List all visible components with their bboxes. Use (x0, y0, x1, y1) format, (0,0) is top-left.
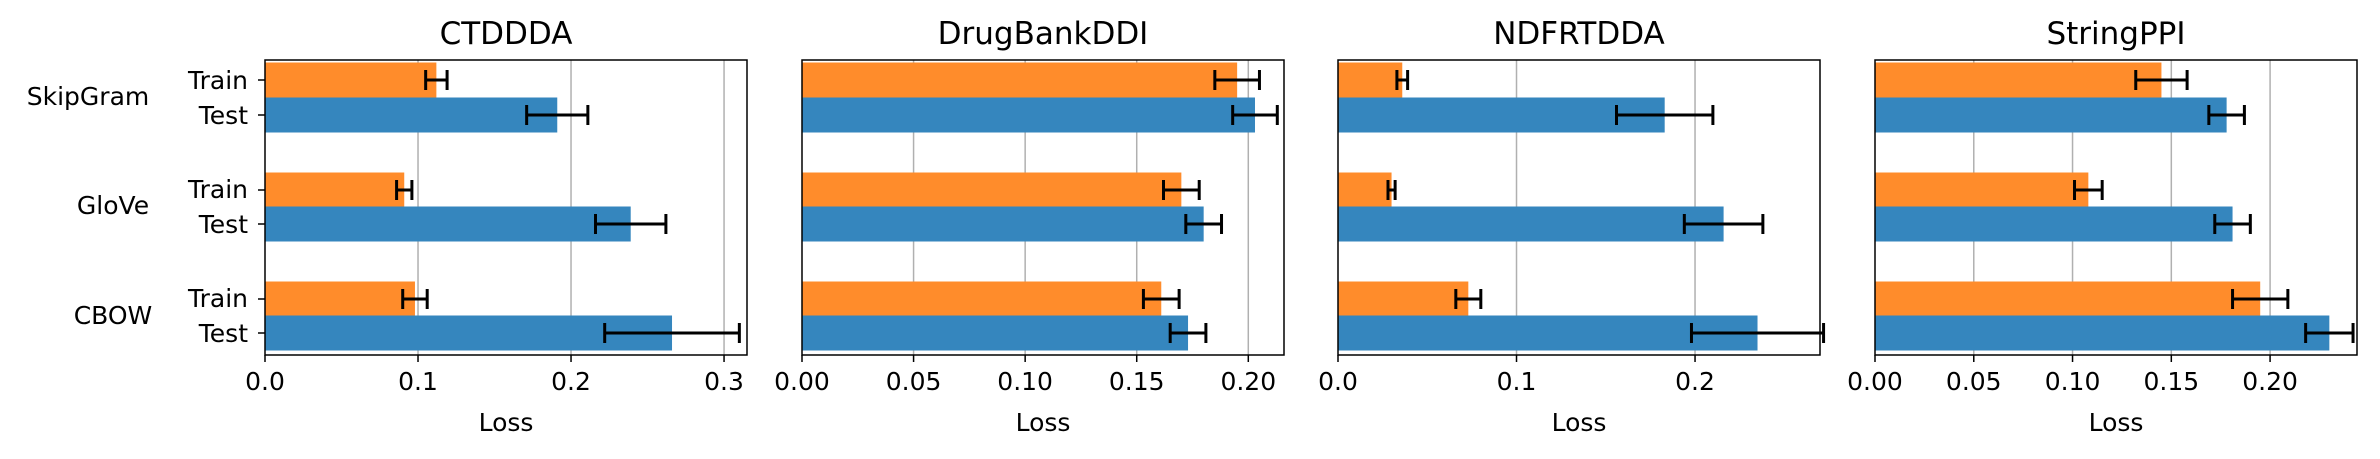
x-tick-label: 0.05 (886, 367, 942, 396)
x-tick-label: 0.0 (245, 367, 285, 396)
panel-ndfrtdda: 0.0 0.1 0.2 NDFRTDDA Loss (1318, 16, 1826, 437)
error-bar (1162, 180, 1201, 200)
x-axis-label: Loss (2089, 408, 2144, 437)
bar-test-skipgram (1338, 97, 1665, 133)
error-bar (1386, 180, 1397, 200)
error-bar (1689, 323, 1826, 343)
row-label-test: Test (198, 210, 248, 239)
x-tick-label: 0.10 (2045, 367, 2101, 396)
x-tick-label: 0.2 (551, 367, 591, 396)
row-label-train: Train (187, 66, 248, 95)
bar-train-cbow (1338, 281, 1469, 317)
bar-train-skipgram (1875, 62, 2162, 98)
bar-test-glove (802, 206, 1204, 242)
error-bar (1682, 214, 1765, 234)
error-bar (2073, 180, 2104, 200)
x-tick-label: 0.1 (1497, 367, 1537, 396)
chart-title: StringPPI (2046, 16, 2185, 52)
x-tick-label: 0.20 (2242, 367, 2298, 396)
x-tick-label: 0.05 (1946, 367, 2002, 396)
x-axis-label: Loss (1552, 408, 1607, 437)
error-bar (1168, 323, 1208, 343)
bar-train-skipgram (265, 62, 437, 98)
x-axis-label: Loss (1016, 408, 1071, 437)
error-bar (2207, 105, 2246, 125)
error-bar (594, 214, 668, 234)
x-tick-label: 0.00 (1847, 367, 1903, 396)
row-label-train: Train (187, 175, 248, 204)
error-bar (395, 180, 414, 200)
x-tick-label: 0.10 (997, 367, 1053, 396)
x-tick-label: 0.2 (1675, 367, 1715, 396)
row-label-test: Test (198, 319, 248, 348)
row-label-train: Train (187, 284, 248, 313)
bar-train-cbow (265, 281, 415, 317)
error-bar (2304, 323, 2355, 343)
error-bar (1614, 105, 1715, 125)
category-labels: SkipGram GloVe CBOW Train Test Train Tes… (27, 66, 248, 348)
bar-test-cbow (1338, 315, 1758, 351)
x-tick-label: 0.0 (1318, 367, 1358, 396)
x-tick-label: 0.15 (1109, 367, 1165, 396)
bar-train-glove (802, 172, 1182, 208)
error-bar (525, 105, 590, 125)
chart-title: CTDDDA (440, 16, 573, 52)
x-tick-label: 0.15 (2143, 367, 2199, 396)
error-bar (1231, 105, 1279, 125)
chart-title: DrugBankDDI (938, 16, 1149, 52)
bar-test-glove (1338, 206, 1724, 242)
bar-test-cbow (1875, 315, 2330, 351)
bar-test-skipgram (1875, 97, 2227, 133)
axes-frame (801, 59, 1285, 356)
error-bar (401, 289, 429, 309)
x-axis-label: Loss (479, 408, 534, 437)
error-bar (1184, 214, 1224, 234)
error-bar (603, 323, 741, 343)
axes-frame (1874, 59, 2358, 356)
error-bar (1454, 289, 1483, 309)
bar-test-skipgram (802, 97, 1255, 133)
bar-train-glove (265, 172, 405, 208)
error-bar (1395, 70, 1410, 90)
bar-test-cbow (802, 315, 1189, 351)
bar-train-glove (1875, 172, 2089, 208)
panel-ctddda: 0.0 0.1 0.2 0.3 CTDDDA Loss (245, 16, 748, 437)
error-bar (1141, 289, 1181, 309)
error-bar (2134, 70, 2189, 90)
x-tick-label: 0.3 (704, 367, 744, 396)
group-label-cbow: CBOW (74, 301, 153, 330)
error-bar (2231, 289, 2290, 309)
row-label-test: Test (198, 101, 248, 130)
x-tick-label: 0.1 (398, 367, 438, 396)
panel-stringppi: 0.00 0.05 0.10 0.15 0.20 StringPPI Loss (1847, 16, 2358, 437)
axes-frame (264, 59, 748, 356)
group-label-skipgram: SkipGram (27, 82, 150, 111)
group-label-glove: GloVe (77, 191, 149, 220)
bar-train-cbow (802, 281, 1162, 317)
bar-test-skipgram (265, 97, 558, 133)
x-tick-label: 0.20 (1220, 367, 1276, 396)
bar-test-glove (1875, 206, 2233, 242)
panel-drugbankddi: 0.00 0.05 0.10 0.15 0.20 DrugBankDDI Loss (774, 16, 1285, 437)
error-bar (2213, 214, 2252, 234)
error-bar (424, 70, 449, 90)
bar-train-glove (1338, 172, 1392, 208)
chart-title: NDFRTDDA (1493, 16, 1665, 52)
error-bar (1213, 70, 1261, 90)
bar-test-glove (265, 206, 631, 242)
x-tick-label: 0.00 (774, 367, 830, 396)
bar-train-skipgram (1338, 62, 1403, 98)
bar-train-skipgram (802, 62, 1238, 98)
bar-train-cbow (1875, 281, 2261, 317)
axes-frame (1337, 59, 1821, 356)
